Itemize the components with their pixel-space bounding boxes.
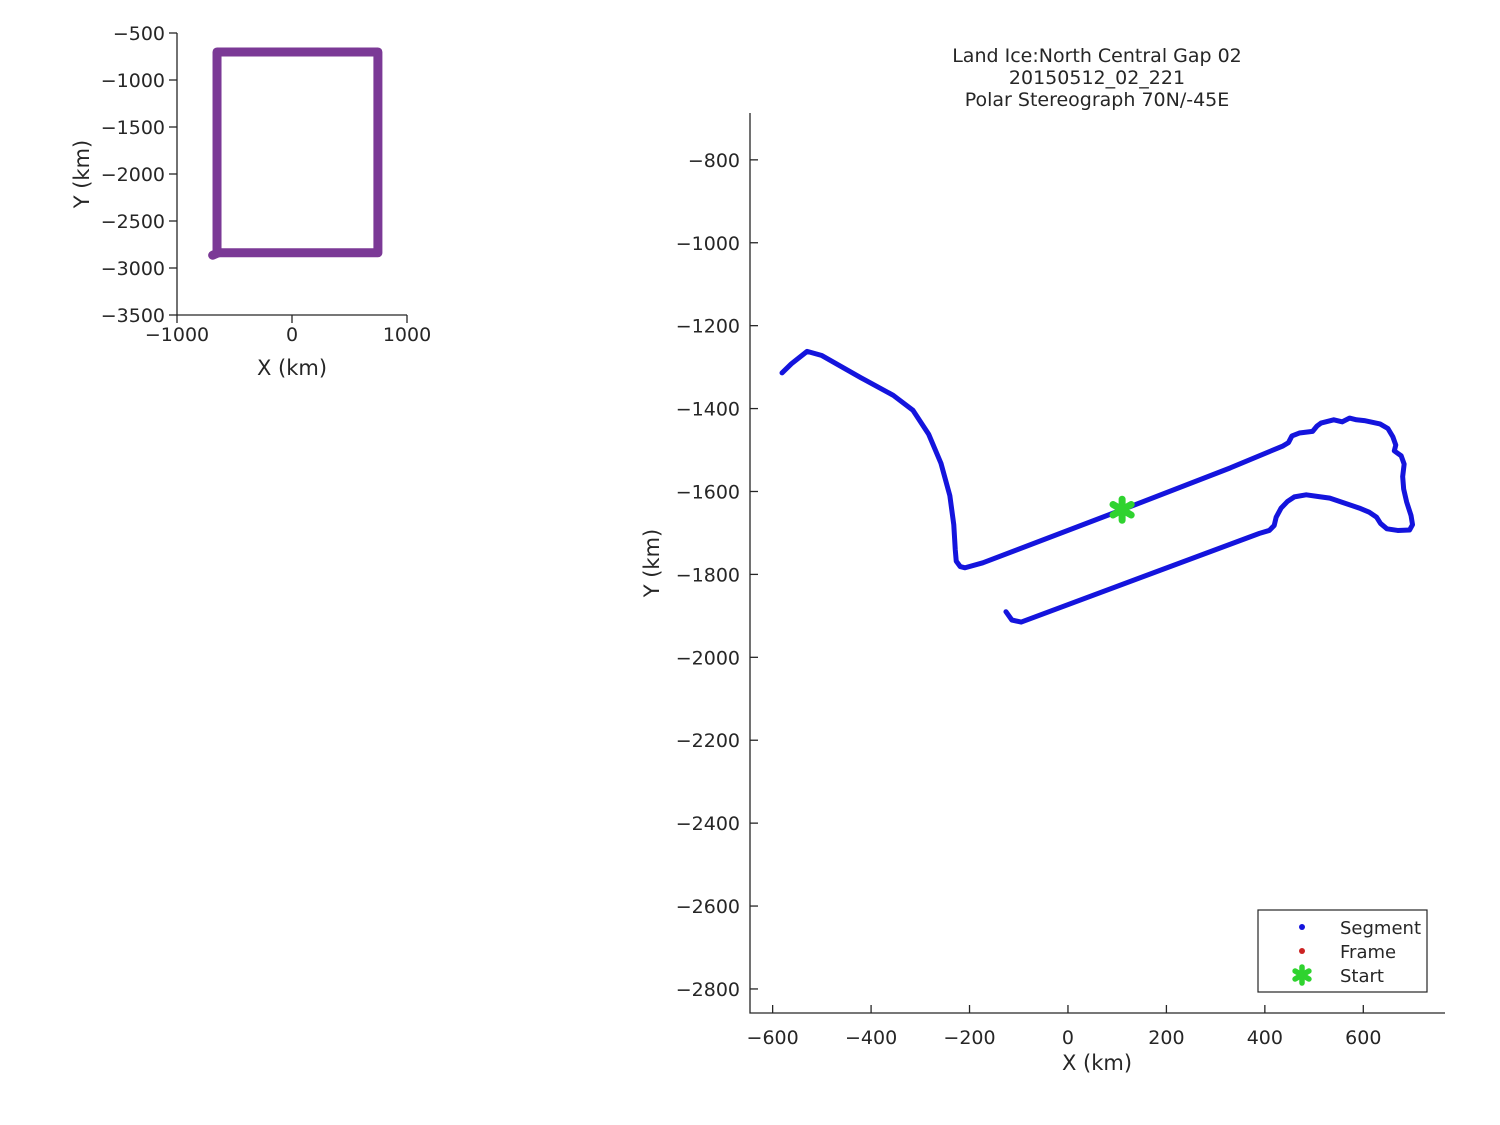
legend-box bbox=[1257, 909, 1428, 993]
y-tick-label: −2000 bbox=[676, 647, 740, 669]
legend-label-start: Start bbox=[1340, 966, 1384, 987]
start-marker bbox=[1109, 495, 1135, 524]
y-tick-label: −1400 bbox=[676, 399, 740, 421]
legend-marker-frame-icon bbox=[1299, 948, 1305, 954]
boundary-corner-stub bbox=[208, 248, 223, 260]
x-tick-label: 0 bbox=[286, 324, 298, 346]
y-tick-label: −1200 bbox=[676, 316, 740, 338]
y-tick-label: −2800 bbox=[676, 979, 740, 1001]
x-tick-label: 400 bbox=[1247, 1027, 1283, 1049]
y-tick-label: −3500 bbox=[101, 305, 165, 327]
y-tick-label: −2400 bbox=[676, 813, 740, 835]
y-tick-label: −500 bbox=[113, 23, 165, 45]
y-tick-label: −2000 bbox=[101, 164, 165, 186]
trajectory-title-line3: Polar Stereograph 70N/-45E bbox=[965, 89, 1230, 111]
trajectory-title-line2: 20150512_02_221 bbox=[1009, 67, 1185, 89]
x-tick-label: −1000 bbox=[145, 324, 209, 346]
trajectory-axes: −600 −400 −200 0 200 400 600−2800−2600−2400−22… bbox=[676, 113, 1445, 1049]
trajectory-plot: Land Ice:North Central Gap 02 20150512_0… bbox=[640, 45, 1445, 1075]
x-tick-label: 600 bbox=[1345, 1027, 1381, 1049]
y-tick-label: −1800 bbox=[676, 564, 740, 586]
x-tick-label: −200 bbox=[943, 1027, 995, 1049]
trajectory-series bbox=[779, 348, 1416, 625]
legend-label-segment: Segment bbox=[1340, 918, 1421, 939]
start-asterisk-icon bbox=[1109, 495, 1135, 524]
overview-xlabel: X (km) bbox=[257, 356, 327, 380]
y-tick-label: −2200 bbox=[676, 730, 740, 752]
x-tick-label: 0 bbox=[1062, 1027, 1074, 1049]
x-tick-label: 200 bbox=[1148, 1027, 1184, 1049]
trajectory-ylabel: Y (km) bbox=[640, 529, 664, 599]
trajectory-xlabel: X (km) bbox=[1062, 1051, 1132, 1075]
legend: Segment Frame Start bbox=[1257, 909, 1428, 993]
y-tick-label: −2500 bbox=[101, 211, 165, 233]
y-tick-label: −1500 bbox=[101, 117, 165, 139]
axis-lines bbox=[749, 113, 1445, 1014]
overview-ylabel: Y (km) bbox=[70, 140, 94, 210]
x-tick-label: 1000 bbox=[383, 324, 431, 346]
x-tick-label: −400 bbox=[845, 1027, 897, 1049]
coverage-boundary bbox=[212, 47, 383, 258]
segment-path bbox=[779, 348, 1416, 625]
overview-plot: −1000 0 1000 −3500 −3000 −2500 −2000 −1500 −1000… bbox=[70, 23, 431, 380]
y-tick-label: −3000 bbox=[101, 258, 165, 280]
y-tick-label: −800 bbox=[688, 150, 740, 172]
axis-lines bbox=[176, 33, 407, 316]
legend-label-frame: Frame bbox=[1340, 942, 1396, 963]
trajectory-title-line1: Land Ice:North Central Gap 02 bbox=[952, 45, 1242, 67]
overview-axes: −1000 0 1000 −3500 −3000 −2500 −2000 −1500 −1000… bbox=[101, 23, 431, 346]
y-tick-label: −1600 bbox=[676, 481, 740, 503]
y-tick-label: −2600 bbox=[676, 896, 740, 918]
overview-series bbox=[208, 47, 383, 260]
y-tick-label: −1000 bbox=[101, 70, 165, 92]
legend-marker-start-icon bbox=[1292, 964, 1312, 986]
legend-marker-segment-icon bbox=[1299, 924, 1305, 930]
y-tick-label: −1000 bbox=[676, 233, 740, 255]
x-tick-label: −600 bbox=[747, 1027, 799, 1049]
